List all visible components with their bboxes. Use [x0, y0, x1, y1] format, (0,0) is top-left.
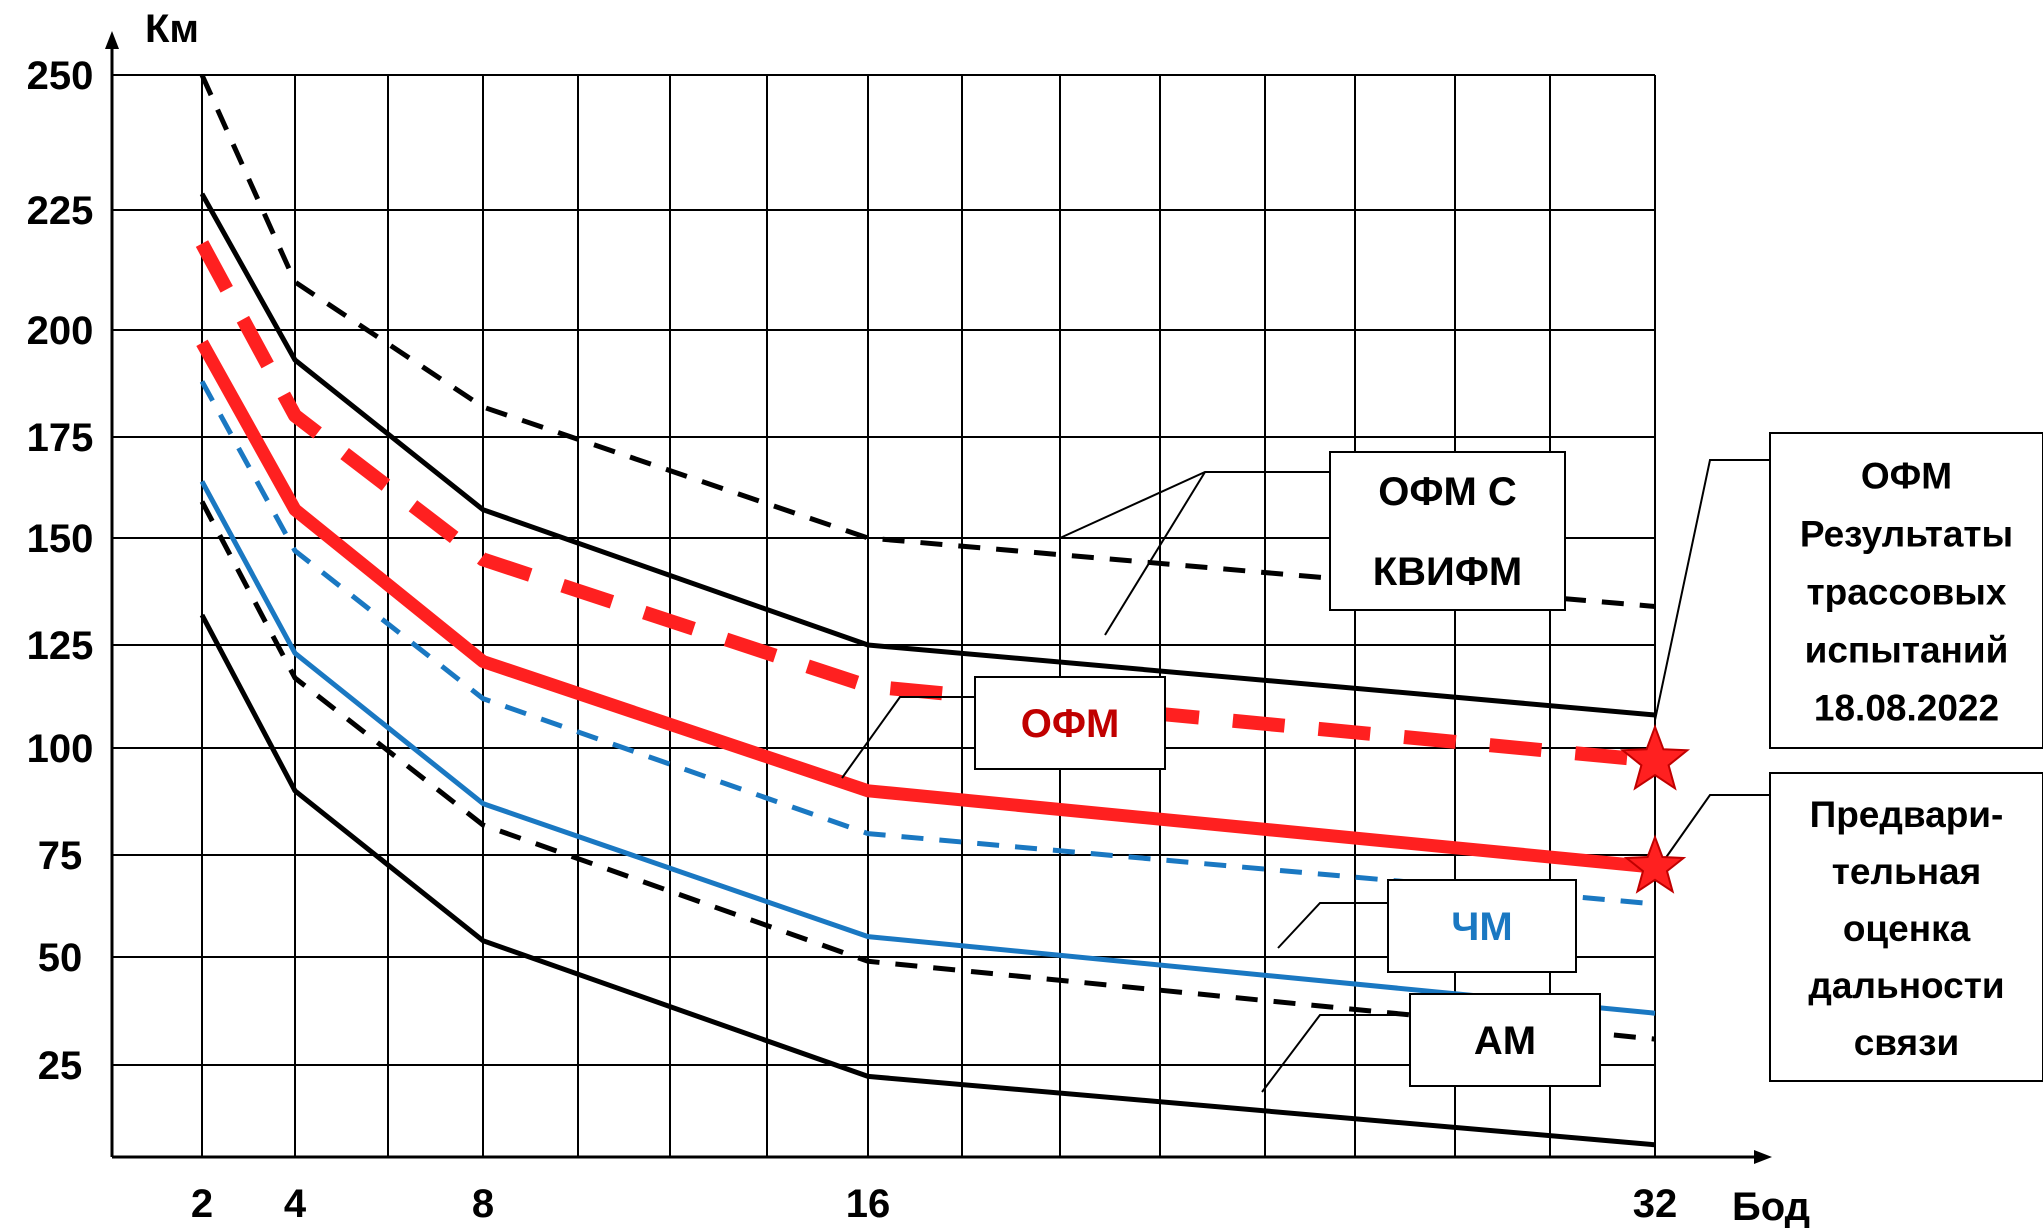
note-test-line-3: испытаний: [1805, 630, 2009, 671]
leader-ofm-kvifm-upper: [1059, 471, 1330, 539]
series-chm_dashed: [199, 380, 1656, 907]
series-am_solid: [199, 613, 1656, 1148]
note-test-line-2: трассовых: [1807, 572, 2007, 613]
note-estimate-frame: [1769, 772, 2043, 1082]
label-ofm-box: ОФМ: [974, 676, 1166, 770]
series-chm_solid: [199, 480, 1656, 1016]
leader-note-test: [1654, 459, 1770, 721]
axes: 25 50 75 100 125 150 175 200 225 250 2 4 8 16 32 Км Бод: [27, 7, 1810, 1228]
label-chm-line-0: ЧМ: [1451, 905, 1512, 949]
y-tick-label-150: 150: [27, 517, 94, 561]
star_test: [1619, 723, 1691, 791]
series-ofm_kvifm_lower: [199, 192, 1656, 718]
note-test-line-0: ОФМ: [1861, 456, 1952, 497]
leader-chm: [1277, 902, 1388, 949]
y-tick-label-25: 25: [38, 1044, 83, 1088]
leader-ofm: [841, 696, 975, 779]
leader-note-estimate: [1659, 794, 1770, 867]
y-tick-label-225: 225: [27, 189, 94, 233]
y-tick-label-200: 200: [27, 309, 94, 353]
y-tick-label-50: 50: [38, 936, 83, 980]
note-estimate-line-1: тельная: [1832, 851, 1981, 892]
series-ofm_kvifm_upper: [199, 73, 1656, 609]
x-tick-label-8: 8: [472, 1182, 494, 1226]
star_estimate: [1623, 834, 1687, 894]
label-chm-box: ЧМ: [1387, 879, 1577, 973]
leader-lines: [841, 459, 1770, 1093]
label-boxes: ОФМ С КВИФМ ОФМ ЧМ АМ ОФМ Результаты трассовых и…: [974, 432, 2043, 1087]
label-ofm-kvifm-box: ОФМ С КВИФМ: [1329, 451, 1566, 611]
label-am-frame: [1409, 993, 1601, 1087]
series-am_dashed: [199, 500, 1656, 1042]
y-tick-label-100: 100: [27, 727, 94, 771]
x-tick-label-4: 4: [284, 1182, 307, 1226]
leader-am: [1261, 1014, 1405, 1093]
label-chm-frame: [1387, 879, 1577, 973]
x-tick-label-2: 2: [191, 1182, 213, 1226]
label-am-line-0: АМ: [1474, 1019, 1536, 1063]
note-estimate-box: Предвари-тельная оценка дальности связи: [1769, 772, 2043, 1082]
note-test-line-1: Результаты: [1800, 514, 2013, 555]
y-axis-title: Км: [145, 7, 199, 51]
label-am-box: АМ: [1409, 993, 1601, 1087]
x-axis-title: Бод: [1732, 1185, 1810, 1228]
note-estimate-line-3: дальности: [1808, 965, 2004, 1006]
label-ofm-line-0: ОФМ: [1021, 702, 1120, 746]
series-group: [195, 73, 1656, 1148]
label-ofm-kvifm-line-1: КВИФМ: [1373, 550, 1523, 594]
note-test-frame: [1769, 432, 2043, 749]
series-ofm_red_solid: [196, 339, 1656, 874]
leader-ofm-kvifm-lower: [1104, 471, 1206, 636]
label-ofm-frame: [974, 676, 1166, 770]
y-tick-label-125: 125: [27, 624, 94, 668]
note-test-box: ОФМ Результаты трассовых испытаний 18.08.202…: [1769, 432, 2043, 749]
label-ofm-kvifm-line-0: ОФМ С: [1378, 470, 1517, 514]
y-axis-arrow: [105, 31, 119, 49]
y-tick-label-250: 250: [27, 54, 94, 98]
x-axis-arrow: [1754, 1150, 1772, 1164]
y-tick-label-175: 175: [27, 416, 94, 460]
series-ofm_red_dashed: [195, 240, 1656, 768]
label-ofm-kvifm-frame: [1329, 451, 1566, 611]
x-tick-label-16: 16: [846, 1182, 891, 1226]
x-tick-label-32: 32: [1633, 1182, 1678, 1226]
note-estimate-line-4: связи: [1854, 1022, 1960, 1063]
stars-group: [1619, 723, 1691, 894]
note-test-line-4: 18.08.2022: [1814, 688, 1999, 729]
note-estimate-line-0: Предвари-: [1810, 794, 2004, 835]
note-estimate-line-2: оценка: [1843, 908, 1971, 949]
y-tick-label-75: 75: [38, 834, 83, 878]
